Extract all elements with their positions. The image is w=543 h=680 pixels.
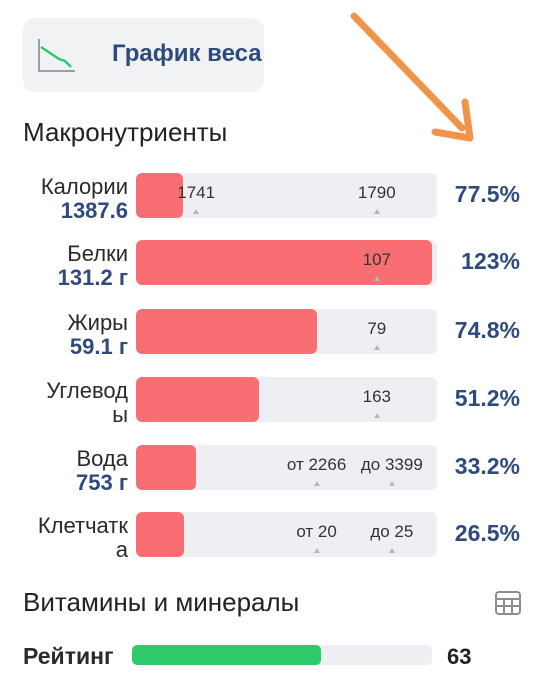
macro-name: Калории 1387.6 <box>13 175 128 223</box>
macro-percent: 74.8% <box>454 317 520 343</box>
macro-target-label: 163 <box>362 387 391 406</box>
macro-row[interactable]: Вода 753 г от 2266 до 3399 33.2% <box>0 445 543 497</box>
macro-name-label: Калории <box>40 174 128 199</box>
macro-target-label: от 2266 <box>286 455 347 474</box>
macro-name: Углеводы <box>36 379 128 427</box>
rating-value: 63 <box>447 644 472 669</box>
macro-bar: 107 <box>136 240 437 285</box>
macro-percent: 33.2% <box>454 453 520 479</box>
macro-target-label: 107 <box>362 250 391 269</box>
macro-name: Клетчатка <box>36 514 128 562</box>
macro-percent: 26.5% <box>454 520 520 546</box>
macro-target-label: 1741 <box>177 183 216 202</box>
target-tick-icon <box>373 413 380 418</box>
macro-bar: 79 <box>136 309 437 354</box>
macro-bar-fill <box>136 309 317 354</box>
macro-bar: от 20 до 25 <box>136 512 437 557</box>
macro-row[interactable]: Калории 1387.6 1741 1790 77.5% <box>0 173 543 225</box>
macro-target-label: до 3399 <box>360 455 423 474</box>
macros-title: Макронутриенты <box>23 117 228 147</box>
target-tick-icon <box>373 345 380 350</box>
rating-bar-fill <box>132 645 321 665</box>
macro-name-label: Белки <box>67 241 128 266</box>
target-tick-icon <box>313 481 320 486</box>
macro-name-label: Клетчатка <box>37 513 128 562</box>
macro-percent: 51.2% <box>454 385 520 411</box>
vitamins-title: Витамины и минералы <box>23 587 300 617</box>
macro-name: Белки 131.2 г <box>13 242 128 290</box>
macro-row[interactable]: Клетчатка от 20 до 25 26.5% <box>0 512 543 564</box>
macro-name: Жиры 59.1 г <box>13 311 128 359</box>
macro-name: Вода 753 г <box>13 447 128 495</box>
macro-percent: 77.5% <box>454 181 520 207</box>
macro-bar-fill <box>136 445 196 490</box>
target-tick-icon <box>388 548 395 553</box>
macro-name-label: Жиры <box>67 310 128 335</box>
macro-value: 753 г <box>76 470 128 495</box>
macro-value: 59.1 г <box>69 334 128 359</box>
rating-bar <box>132 645 432 665</box>
macro-target-label: 79 <box>367 319 387 338</box>
table-grid-icon[interactable] <box>494 590 522 616</box>
macro-row[interactable]: Углеводы 163 51.2% <box>0 377 543 429</box>
target-tick-icon <box>193 209 200 214</box>
macro-row[interactable]: Жиры 59.1 г 79 74.8% <box>0 309 543 361</box>
macro-bar-fill <box>136 173 183 218</box>
macro-name-label: Углеводы <box>46 378 128 427</box>
macro-bar: 163 <box>136 377 437 422</box>
macro-target-label: от 20 <box>296 522 337 541</box>
target-tick-icon <box>388 481 395 486</box>
macro-bar: от 2266 до 3399 <box>136 445 437 490</box>
macro-value: 1387.6 <box>60 198 128 223</box>
line-chart-icon <box>38 39 75 72</box>
macro-value: 131.2 г <box>57 265 128 290</box>
macro-percent: 123% <box>461 248 520 274</box>
weight-chart-label: График веса <box>112 40 262 67</box>
macro-bar-fill <box>136 377 259 422</box>
target-tick-icon <box>313 548 320 553</box>
macro-target-label: 1790 <box>357 183 396 202</box>
rating-label: Рейтинг <box>23 643 114 669</box>
macro-row[interactable]: Белки 131.2 г 107 123% <box>0 240 543 292</box>
weight-chart-button[interactable]: График веса <box>23 18 264 92</box>
macro-name-label: Вода <box>76 446 129 471</box>
annotation-arrow-icon <box>350 12 474 142</box>
macro-bar: 1741 1790 <box>136 173 437 218</box>
macro-bar-fill <box>136 240 432 285</box>
target-tick-icon <box>373 209 380 214</box>
target-tick-icon <box>373 276 380 281</box>
macro-target-label: до 25 <box>370 522 414 541</box>
macro-bar-fill <box>136 512 184 557</box>
